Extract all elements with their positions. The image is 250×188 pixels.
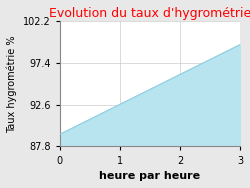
Title: Evolution du taux d'hygrométrie: Evolution du taux d'hygrométrie (49, 7, 250, 20)
X-axis label: heure par heure: heure par heure (99, 171, 200, 181)
Y-axis label: Taux hygrométrie %: Taux hygrométrie % (7, 35, 18, 133)
